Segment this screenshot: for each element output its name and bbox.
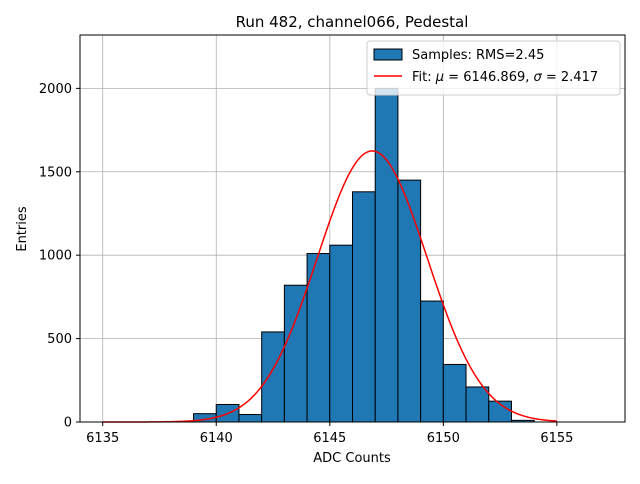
y-axis-label: Entries: [15, 206, 30, 252]
histogram-bar: [420, 300, 444, 423]
y-tick-label: 500: [47, 332, 72, 347]
legend: Samples: RMS=2.45 Fit: μ = 6146.869, σ =…: [366, 40, 621, 96]
y-axis-ticks: 0 500 1000 1500 2000: [39, 82, 80, 431]
fit-curve-layer: [102, 150, 557, 423]
x-axis-label: ADC Counts: [313, 451, 391, 466]
plot-area-frame: [79, 34, 626, 423]
x-tick-label: 6140: [200, 431, 233, 446]
legend-histogram-label: Samples: RMS=2.45: [412, 48, 544, 63]
legend-box: [366, 40, 621, 96]
y-tick-label: 2000: [39, 82, 72, 97]
histogram-bars: [193, 87, 535, 423]
histogram-bar: [238, 413, 263, 423]
x-tick-label: 6150: [427, 431, 460, 446]
histogram-bar: [329, 244, 353, 423]
legend-fit-label: Fit: μ = 6146.869, σ = 2.417: [412, 70, 598, 85]
histogram-bar: [442, 363, 467, 423]
legend-histogram-swatch: [373, 48, 403, 61]
histogram-bar: [283, 284, 308, 423]
histogram-bar: [261, 331, 285, 423]
x-axis-ticks: 6135 6140 6145 6150 6155: [86, 422, 573, 446]
x-tick-label: 6145: [313, 431, 346, 446]
y-tick-label: 1000: [39, 249, 72, 264]
y-tick-label: 0: [64, 416, 72, 431]
gaussian-fit-curve: [102, 150, 557, 423]
histogram-bar: [352, 191, 376, 423]
x-tick-label: 6155: [540, 431, 573, 446]
histogram-bar: [374, 87, 399, 423]
y-tick-label: 1500: [39, 165, 72, 180]
x-tick-label: 6135: [86, 431, 119, 446]
histogram-bar: [397, 179, 422, 423]
histogram-bar: [465, 386, 490, 423]
chart-title: Run 482, channel066, Pedestal: [236, 13, 469, 31]
